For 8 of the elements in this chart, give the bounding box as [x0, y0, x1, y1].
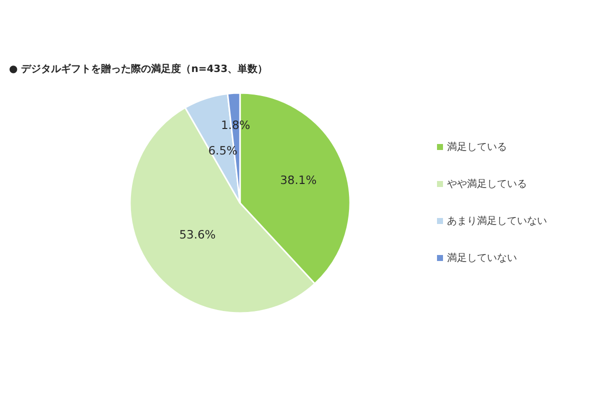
data-label: 38.1%	[280, 173, 317, 188]
chart-title: ● デジタルギフトを贈った際の満足度（n=433、単数）	[9, 62, 268, 76]
legend-label: あまり満足していない	[447, 214, 547, 228]
legend-label: 満足していない	[447, 252, 517, 264]
data-label: 53.6%	[179, 227, 216, 242]
legend-label: やや満足している	[447, 178, 527, 190]
data-label: 6.5%	[208, 144, 238, 158]
legend-label: 満足している	[447, 140, 507, 154]
